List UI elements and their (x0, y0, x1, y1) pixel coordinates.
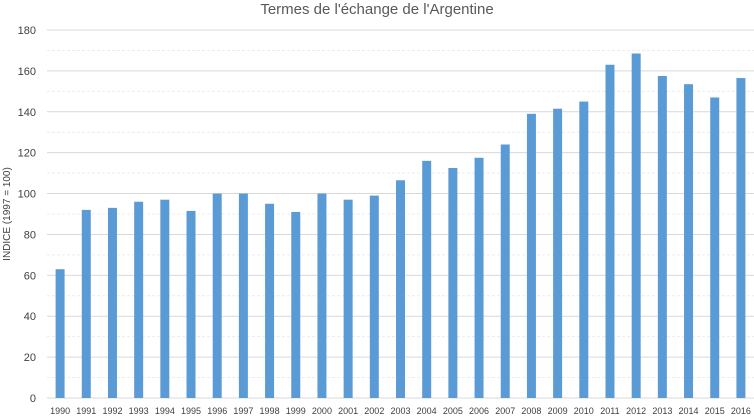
x-tick-label: 1990 (50, 406, 70, 416)
bar-1992 (107, 207, 117, 398)
x-tick-label: 2002 (364, 406, 384, 416)
bar-2010 (579, 101, 589, 399)
x-tick-label: 2006 (469, 406, 489, 416)
bar-2004 (422, 160, 432, 398)
bar-2014 (684, 84, 694, 398)
x-tick-label: 2015 (705, 406, 725, 416)
x-tick-label: 2004 (417, 406, 437, 416)
x-tick-label: 1991 (76, 406, 96, 416)
bar-2000 (317, 193, 327, 398)
y-tick-label: 120 (18, 148, 36, 160)
chart-title: Termes de l'échange de l'Argentine (260, 1, 493, 18)
x-tick-label: 1995 (181, 406, 201, 416)
y-tick-label: 20 (24, 352, 36, 364)
x-tick-label: 1992 (102, 406, 122, 416)
bar-2015 (710, 97, 720, 398)
y-axis-label: INDICE (1997 = 100) (2, 167, 13, 261)
x-tick-label: 2011 (600, 406, 619, 416)
x-tick-label: 1993 (129, 406, 149, 416)
bar-2006 (474, 157, 484, 398)
bar-2012 (631, 53, 641, 399)
x-tick-label: 2014 (679, 406, 699, 416)
x-tick-label: 2001 (338, 406, 358, 416)
x-tick-label: 1998 (260, 406, 280, 416)
bar-2007 (500, 144, 510, 398)
bar-1993 (134, 201, 144, 398)
bar-1996 (212, 193, 222, 398)
x-tick-label: 2012 (626, 406, 646, 416)
bar-2011 (605, 64, 615, 398)
x-tick-label: 1999 (286, 406, 306, 416)
x-tick-label: 2016 (731, 406, 751, 416)
bar-1997 (238, 193, 248, 398)
y-tick-label: 0 (30, 393, 36, 405)
bar-2003 (396, 180, 405, 398)
bar-2016 (736, 78, 746, 399)
y-tick-label: 40 (24, 311, 36, 323)
bar-1994 (160, 199, 170, 398)
y-tick-labels: 0 20 40 60 80 100 120 140 160 180 (18, 25, 36, 405)
x-tick-label: 2005 (443, 406, 463, 416)
x-tick-label: 2010 (574, 406, 594, 416)
bar-2008 (526, 113, 536, 399)
y-tick-label: 100 (18, 189, 36, 201)
y-tick-label: 180 (18, 25, 36, 37)
bars (55, 53, 746, 399)
x-tick-label: 1994 (155, 406, 175, 416)
y-tick-label: 140 (18, 107, 36, 119)
bar-1998 (265, 203, 275, 398)
bar-2005 (448, 168, 458, 398)
x-tick-label: 1996 (207, 406, 227, 416)
bar-1995 (186, 210, 196, 398)
bar-2013 (657, 76, 667, 398)
bar-2002 (369, 195, 379, 398)
x-tick-label: 2003 (390, 406, 410, 416)
y-tick-label: 80 (24, 229, 36, 241)
bar-2009 (553, 108, 563, 398)
x-tick-label: 2007 (495, 406, 515, 416)
bar-1990 (55, 269, 65, 398)
x-tick-label: 2009 (548, 406, 568, 416)
bar-1999 (291, 211, 301, 398)
bar-2001 (343, 199, 353, 398)
x-tick-label: 2000 (312, 406, 332, 416)
x-tick-label: 1997 (233, 406, 253, 416)
x-tick-label: 2008 (521, 406, 541, 416)
x-tick-labels: 1990 1991 1992 1993 1994 1995 1996 1997 1998 1999… (50, 406, 751, 416)
x-tick-label: 2013 (652, 406, 672, 416)
y-tick-label: 60 (24, 270, 36, 282)
y-tick-label: 160 (18, 66, 36, 78)
bar-1991 (81, 209, 91, 398)
